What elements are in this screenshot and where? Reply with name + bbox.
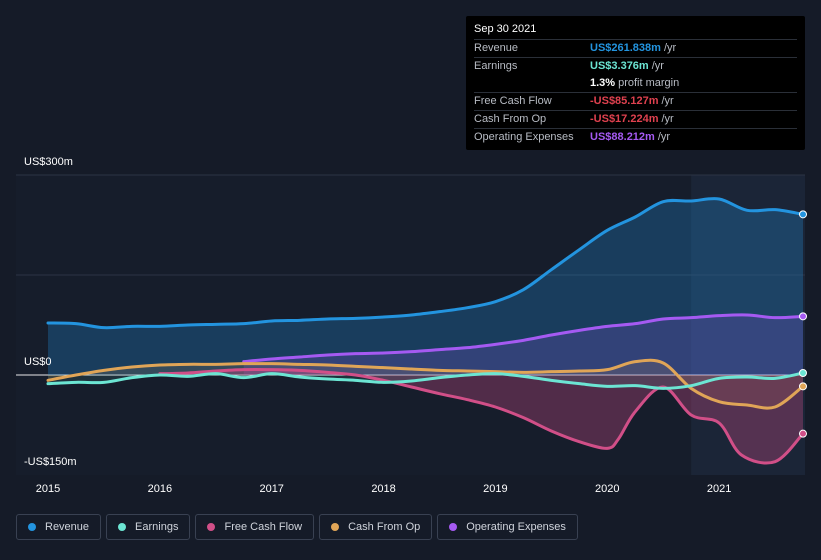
tooltip-row-value: US$88.212m bbox=[590, 131, 655, 143]
legend-item-free-cash-flow[interactable]: Free Cash Flow bbox=[195, 514, 315, 540]
tooltip-row-label: Operating Expenses bbox=[474, 131, 574, 143]
tooltip-row: Earnings US$3.376m/yr bbox=[474, 57, 797, 75]
forecast-shade bbox=[691, 175, 805, 475]
series-line-earnings bbox=[46, 371, 805, 390]
legend-label: Operating Expenses bbox=[466, 521, 566, 533]
legend-dot-icon bbox=[207, 523, 216, 531]
series-line-free-cash-flow bbox=[158, 368, 805, 465]
series-area-revenue bbox=[48, 198, 803, 375]
legend-label: Cash From Op bbox=[348, 521, 421, 533]
y-axis-label-top: US$300m bbox=[24, 156, 73, 168]
tooltip-row-label: Cash From Op bbox=[474, 113, 547, 125]
tooltip-row-value: US$3.376m bbox=[590, 60, 649, 72]
x-tick-label: 2016 bbox=[148, 483, 172, 495]
legend-dot-icon bbox=[449, 523, 458, 531]
tooltip-row: 1.3% profit margin bbox=[474, 75, 797, 92]
tooltip-row-value: 1.3% bbox=[590, 77, 616, 89]
x-tick-label: 2017 bbox=[259, 483, 283, 495]
series-endpoint-cash-from-op bbox=[799, 382, 807, 391]
legend-item-revenue[interactable]: Revenue bbox=[16, 514, 102, 540]
legend-label: Earnings bbox=[135, 521, 179, 533]
series-area-cash-from-op bbox=[48, 360, 803, 409]
legend: Revenue Earnings Free Cash Flow Cash From O… bbox=[16, 514, 578, 542]
series-line-cash-from-op bbox=[46, 358, 805, 410]
legend-dot-icon bbox=[331, 523, 340, 531]
series-area-operating-expenses bbox=[243, 314, 804, 375]
series-line-revenue bbox=[46, 197, 805, 330]
legend-item-earnings[interactable]: Earnings bbox=[106, 514, 191, 540]
tooltip-panel: Sep 30 2021 Revenue US$261.838m/yr Earning… bbox=[466, 16, 805, 150]
tooltip-row-unit: /yr bbox=[651, 60, 664, 72]
series-endpoint-earnings bbox=[799, 369, 807, 377]
tooltip-row-value: US$261.838m bbox=[590, 42, 661, 54]
series-area-free-cash-flow bbox=[159, 369, 803, 464]
legend-label: Free Cash Flow bbox=[224, 521, 303, 533]
series-endpoint-free-cash-flow bbox=[799, 429, 807, 438]
tooltip-row-unit: /yr bbox=[661, 113, 674, 125]
legend-dot-icon bbox=[28, 523, 36, 531]
tooltip-row-unit: /yr bbox=[657, 131, 671, 143]
tooltip-row-unit: /yr bbox=[661, 95, 674, 107]
legend-dot-icon bbox=[118, 523, 127, 531]
x-tick-label: 2015 bbox=[36, 483, 60, 495]
series-endpoint-revenue bbox=[799, 210, 807, 219]
y-axis-label-bottom: -US$150m bbox=[24, 456, 77, 468]
legend-item-cash-from-op[interactable]: Cash From Op bbox=[319, 514, 433, 540]
series-line-operating-expenses bbox=[242, 313, 805, 364]
tooltip-row-label: Free Cash Flow bbox=[474, 95, 552, 107]
series-endpoint-operating-expenses bbox=[799, 312, 807, 321]
tooltip-row: Operating Expenses US$88.212m/yr bbox=[474, 128, 797, 146]
legend-item-operating-expenses[interactable]: Operating Expenses bbox=[437, 514, 578, 540]
x-tick-label: 2021 bbox=[707, 483, 731, 495]
tooltip-row: Free Cash Flow -US$85.127m/yr bbox=[474, 92, 797, 110]
x-tick-label: 2020 bbox=[595, 483, 619, 495]
tooltip-row-label: Earnings bbox=[474, 60, 518, 72]
x-tick-label: 2018 bbox=[371, 483, 395, 495]
tooltip-date: Sep 30 2021 bbox=[474, 23, 537, 35]
tooltip-row-unit: profit margin bbox=[618, 77, 680, 89]
tooltip-row-unit: /yr bbox=[663, 42, 677, 54]
tooltip-row-value: -US$85.127m bbox=[590, 95, 659, 107]
y-axis-label-zero: US$0 bbox=[24, 356, 52, 368]
tooltip-row-value: -US$17.224m bbox=[590, 113, 659, 125]
tooltip-row: Cash From Op -US$17.224m/yr bbox=[474, 110, 797, 128]
legend-label: Revenue bbox=[45, 521, 90, 533]
x-tick-label: 2019 bbox=[483, 483, 507, 495]
tooltip-row: Revenue US$261.838m/yr bbox=[474, 39, 797, 57]
tooltip-row-label: Revenue bbox=[474, 42, 519, 54]
tooltip-row-label bbox=[474, 75, 590, 92]
